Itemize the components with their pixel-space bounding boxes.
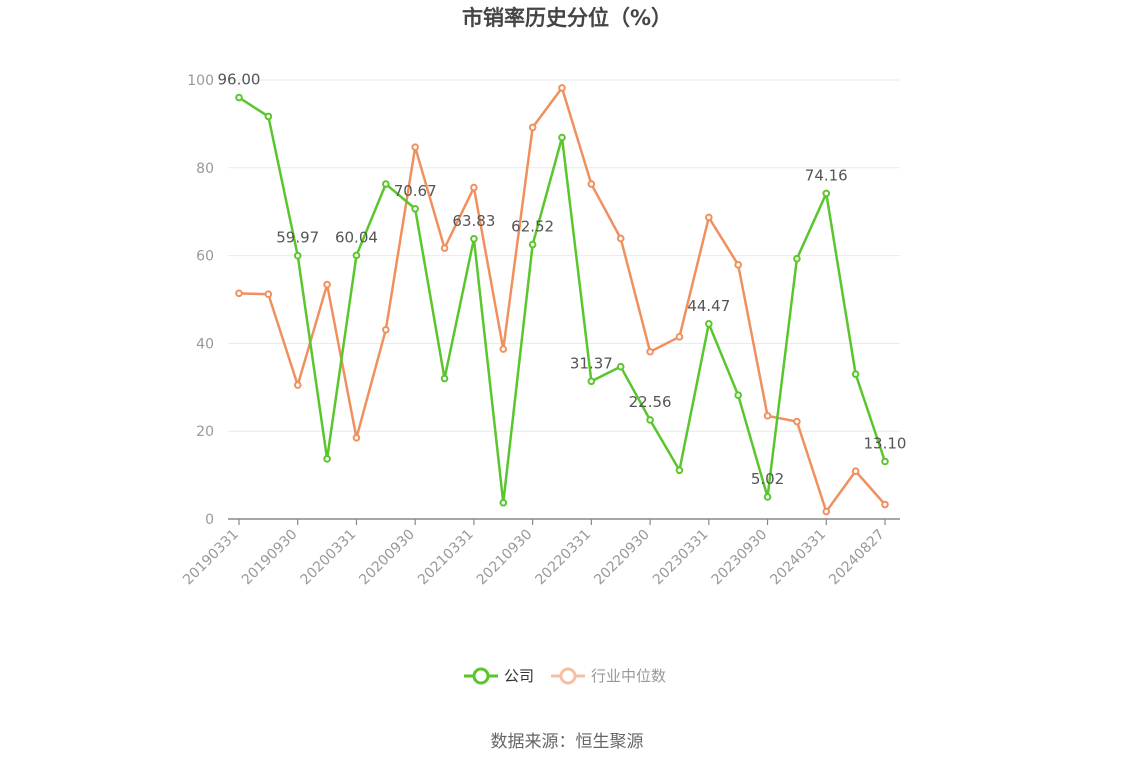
data-point-industry[interactable] <box>293 381 302 389</box>
x-tick-label: 20190930 <box>239 527 301 589</box>
data-label: 59.97 <box>276 229 319 247</box>
x-tick-label: 20240827 <box>826 527 888 589</box>
data-point-company[interactable] <box>382 180 390 188</box>
legend-item-company[interactable]: 公司 <box>464 667 534 685</box>
data-point-industry[interactable] <box>411 143 419 151</box>
data-point-industry[interactable] <box>323 280 331 289</box>
data-point-industry[interactable] <box>352 433 361 442</box>
x-tick-label: 20200930 <box>356 527 418 589</box>
data-point-company[interactable] <box>705 319 713 328</box>
data-label: 96.00 <box>218 71 261 89</box>
data-point-industry[interactable] <box>734 261 742 269</box>
data-label: 70.67 <box>394 182 437 200</box>
y-tick-label: 80 <box>196 161 214 177</box>
data-label: 60.04 <box>335 228 378 246</box>
data-point-company[interactable] <box>646 416 654 424</box>
data-labels: 96.00 59.97 60.04 70.67 63.83 62.52 31.37 22.56… <box>218 71 907 488</box>
data-label: 62.52 <box>511 218 554 236</box>
series <box>235 84 889 516</box>
data-point-company[interactable] <box>558 133 566 142</box>
data-point-company[interactable] <box>235 93 243 102</box>
data-point-company[interactable] <box>763 493 772 501</box>
x-tick-label: 20240331 <box>767 527 829 589</box>
data-label: 44.47 <box>687 297 730 315</box>
data-point-company[interactable] <box>793 254 801 263</box>
data-point-industry[interactable] <box>587 180 596 188</box>
series-line-industry <box>238 86 886 513</box>
data-point-industry[interactable] <box>646 347 654 356</box>
legend-marker-company <box>472 667 490 685</box>
data-point-company[interactable] <box>470 234 478 243</box>
data-point-industry[interactable] <box>851 467 860 475</box>
data-point-industry[interactable] <box>881 500 889 509</box>
chart-title: 市销率历史分位（%） <box>462 6 672 30</box>
legend-marker-industry <box>559 667 577 685</box>
data-point-company[interactable] <box>323 455 331 463</box>
data-label: 13.10 <box>864 434 907 452</box>
data-label: 74.16 <box>805 166 848 184</box>
data-point-company[interactable] <box>499 498 508 507</box>
data-point-industry[interactable] <box>235 289 243 298</box>
legend-label-industry: 行业中位数 <box>591 667 666 685</box>
y-tick-label: 60 <box>196 249 214 265</box>
x-tick-label: 20230331 <box>650 527 712 589</box>
data-point-industry[interactable] <box>264 290 273 299</box>
data-point-company[interactable] <box>734 391 742 400</box>
x-tick-label: 20200331 <box>298 527 360 589</box>
data-point-company[interactable] <box>616 362 625 371</box>
data-point-industry[interactable] <box>558 84 566 92</box>
data-point-industry[interactable] <box>382 325 390 334</box>
data-point-company[interactable] <box>411 204 419 213</box>
data-point-company[interactable] <box>440 374 449 383</box>
x-tick-label: 20190331 <box>180 527 242 589</box>
data-point-company[interactable] <box>528 240 537 249</box>
x-tick-label: 20220331 <box>532 527 594 589</box>
x-tick-label: 20210331 <box>415 527 477 589</box>
data-point-industry[interactable] <box>528 123 537 132</box>
data-point-company[interactable] <box>293 251 302 260</box>
y-tick-label: 100 <box>187 73 214 89</box>
legend: 公司 行业中位数 <box>464 667 666 685</box>
data-point-industry[interactable] <box>616 234 625 243</box>
data-point-company[interactable] <box>587 377 596 386</box>
data-point-industry[interactable] <box>763 412 772 420</box>
data-point-company[interactable] <box>881 457 889 466</box>
data-point-industry[interactable] <box>793 417 801 426</box>
source-note: 数据来源：恒生聚源 <box>491 732 644 752</box>
data-point-industry[interactable] <box>440 244 449 252</box>
data-point-company[interactable] <box>822 189 831 198</box>
data-point-industry[interactable] <box>705 213 713 222</box>
data-point-industry[interactable] <box>470 183 478 192</box>
data-point-company[interactable] <box>352 251 361 260</box>
data-label: 31.37 <box>570 354 613 372</box>
x-tick-label: 20220930 <box>591 527 653 589</box>
data-label: 22.56 <box>629 393 672 411</box>
y-tick-label: 20 <box>196 424 214 440</box>
x-tick-label: 20210930 <box>474 527 536 589</box>
data-point-company[interactable] <box>264 112 273 121</box>
data-point-company[interactable] <box>675 466 684 475</box>
series-line-company <box>238 96 887 505</box>
y-tick-label: 0 <box>205 512 214 528</box>
axes: 0 20 40 60 80 100 2019033120190930202003312020… <box>180 73 900 588</box>
x-tick-label: 20230930 <box>709 527 771 589</box>
y-tick-label: 40 <box>196 336 214 352</box>
grid <box>228 79 900 432</box>
data-label: 63.83 <box>452 212 495 230</box>
legend-label-company: 公司 <box>504 667 534 685</box>
data-point-industry[interactable] <box>675 333 684 341</box>
data-point-industry[interactable] <box>822 507 831 516</box>
data-point-company[interactable] <box>851 370 860 378</box>
data-label: 5.02 <box>751 470 784 488</box>
legend-item-industry[interactable]: 行业中位数 <box>551 667 666 685</box>
data-point-industry[interactable] <box>499 345 508 353</box>
